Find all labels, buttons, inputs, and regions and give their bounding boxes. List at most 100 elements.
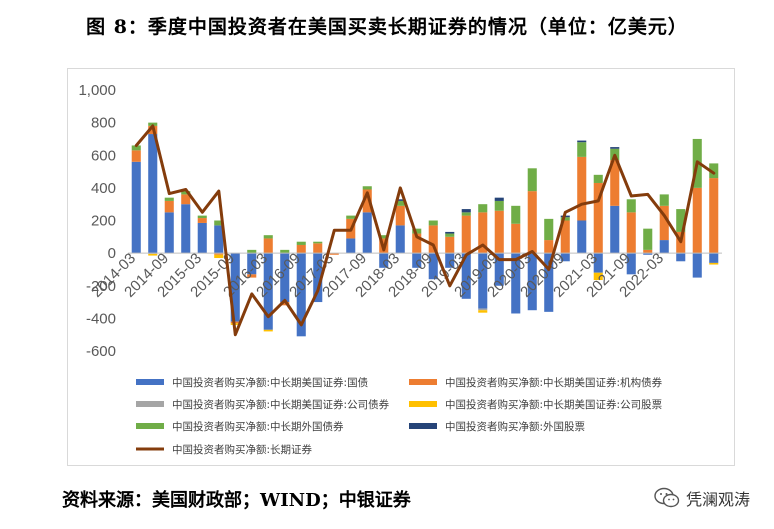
- bar-segment: [131, 161, 141, 254]
- bar-segment: [247, 274, 257, 278]
- bar-segment: [692, 253, 702, 278]
- bar-segment: [164, 197, 174, 201]
- bar-segment: [593, 272, 603, 281]
- bar-segment: [379, 253, 389, 268]
- y-tick-label: 200: [91, 213, 116, 230]
- bar-segment: [560, 220, 570, 254]
- bar-segment: [478, 204, 488, 213]
- bar-segment: [494, 200, 504, 211]
- bar-segment: [296, 241, 306, 245]
- bar-segment: [247, 249, 257, 254]
- bar-segment: [346, 238, 356, 254]
- figure-title: 图 8：季度中国投资者在美国买卖长期证券的情况（单位：亿美元）: [86, 16, 688, 38]
- legend-label: 中国投资者购买净额:中长期美国证券:机构债券: [445, 376, 663, 389]
- bar-segment: [659, 240, 669, 254]
- bar-segment: [461, 209, 471, 213]
- bar-segment: [395, 199, 405, 201]
- bar-segment: [494, 253, 504, 286]
- bar-segment: [709, 253, 719, 263]
- bar-segment: [659, 194, 669, 206]
- bar-segment: [181, 204, 191, 254]
- bar-segment: [428, 225, 438, 254]
- legend-label: 中国投资者购买净额:中长期外国债券: [172, 420, 344, 433]
- bar-segment: [131, 150, 141, 162]
- bar-segment: [445, 236, 455, 254]
- bar-segment: [428, 220, 438, 226]
- bar-segment: [676, 209, 686, 232]
- bar-segment: [445, 253, 455, 268]
- legend: 中国投资者购买净额:中长期美国证券:国债 中国投资者购买净额:中长期美国证券:机构…: [136, 376, 663, 456]
- y-tick-label: 800: [91, 115, 116, 132]
- bar-segment: [329, 253, 339, 255]
- bar-segment: [395, 205, 405, 226]
- bar-layer: [131, 122, 719, 337]
- bar-segment: [362, 212, 372, 254]
- bar-segment: [544, 253, 554, 312]
- bar-segment: [544, 240, 554, 254]
- bar-segment: [280, 249, 290, 254]
- bar-segment: [560, 253, 570, 262]
- chart-frame: [67, 68, 735, 466]
- bar-segment: [197, 215, 207, 219]
- y-tick-label: 1,000: [78, 82, 116, 99]
- bar-segment: [313, 241, 323, 244]
- bar-segment: [527, 168, 537, 192]
- bar-segment: [214, 253, 224, 255]
- bar-segment: [395, 225, 405, 254]
- bar-segment: [313, 243, 323, 254]
- bar-segment: [626, 212, 636, 254]
- bar-segment: [148, 134, 158, 254]
- bar-segment: [197, 218, 207, 223]
- bar-segment: [511, 205, 521, 224]
- bar-segment: [593, 174, 603, 183]
- bar-segment: [461, 212, 471, 216]
- y-tick-label: -400: [86, 310, 116, 327]
- bar-segment: [214, 225, 224, 254]
- bar-segment: [263, 253, 273, 330]
- bar-segment: [181, 194, 191, 205]
- bar-segment: [709, 178, 719, 254]
- bar-segment: [164, 200, 174, 213]
- bar-segment: [709, 163, 719, 179]
- bar-segment: [296, 253, 306, 337]
- bar-segment: [280, 302, 290, 306]
- bar-segment: [362, 186, 372, 190]
- y-tick-label: 0: [108, 245, 116, 262]
- bar-segment: [478, 308, 488, 311]
- bar-segment: [164, 212, 174, 254]
- bar-segment: [197, 222, 207, 254]
- bar-segment: [494, 210, 504, 254]
- legend-swatch: [136, 379, 164, 385]
- bar-segment: [148, 122, 158, 126]
- legend-label: 中国投资者购买净额:外国股票: [445, 420, 585, 433]
- bar-segment: [659, 205, 669, 241]
- bar-segment: [610, 160, 620, 206]
- bar-segment: [280, 253, 290, 303]
- watermark-text: 凭澜观涛: [685, 490, 750, 509]
- bar-segment: [296, 244, 306, 254]
- y-tick-label: 400: [91, 180, 116, 197]
- y-tick-label: -200: [86, 278, 116, 295]
- bar-segment: [263, 235, 273, 239]
- bar-segment: [131, 145, 141, 151]
- legend-swatch: [136, 423, 164, 429]
- bar-segment: [560, 217, 570, 221]
- bar-segment: [478, 310, 488, 313]
- bar-segment: [610, 147, 620, 149]
- bar-segment: [214, 220, 224, 226]
- bar-segment: [577, 140, 587, 143]
- bar-segment: [593, 182, 603, 254]
- source-note: 资料来源：美国财政部；WIND；中银证券: [62, 490, 411, 511]
- bar-segment: [577, 156, 587, 221]
- y-tick-label: 600: [91, 147, 116, 164]
- bar-segment: [643, 228, 653, 250]
- bar-segment: [263, 329, 273, 332]
- bar-segment: [461, 215, 471, 254]
- bar-segment: [379, 235, 389, 239]
- bar-segment: [362, 189, 372, 213]
- bar-segment: [626, 253, 636, 275]
- watermark: 凭澜观涛: [654, 486, 750, 510]
- bar-segment: [494, 197, 504, 201]
- legend-swatch: [409, 423, 437, 429]
